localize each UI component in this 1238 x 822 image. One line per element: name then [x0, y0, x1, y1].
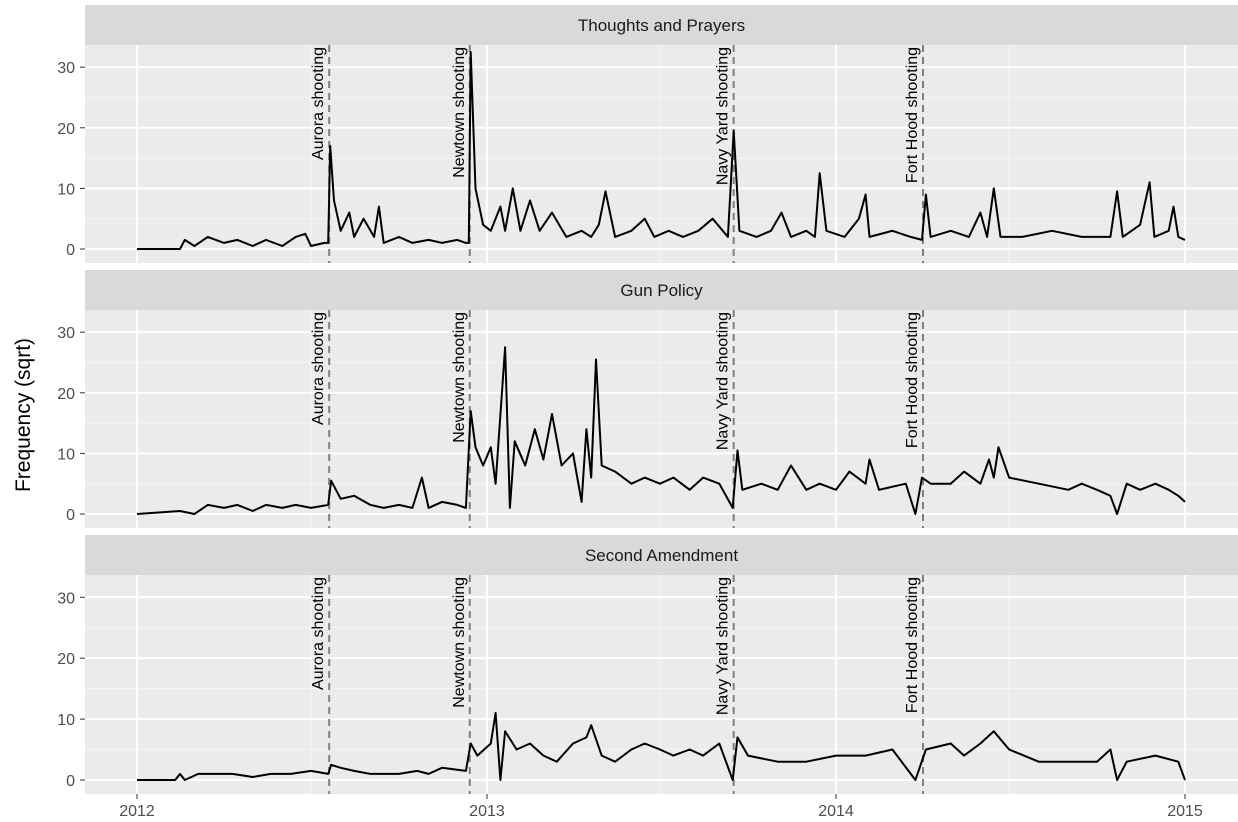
x-axis: 2012 2013 2014 2015: [119, 794, 1203, 820]
panel-background: [85, 45, 1238, 263]
panel-title: Gun Policy: [620, 281, 703, 300]
panel: Thoughts and Prayers 0 10 20 30 Aurora shooti…: [57, 5, 1238, 263]
event-label: Navy Yard shooting: [715, 312, 732, 450]
panel-background: [85, 575, 1238, 794]
y-tick-label: 30: [57, 590, 75, 607]
panel-title: Second Amendment: [585, 546, 738, 565]
event-label: Aurora shooting: [310, 312, 327, 425]
x-tick-label: 2014: [818, 803, 854, 820]
panel-strip: [85, 535, 1238, 575]
event-label: Newtown shooting: [451, 312, 468, 443]
series-line: [137, 51, 1186, 250]
y-tick-label: 20: [57, 386, 75, 403]
y-tick-label: 20: [57, 651, 75, 668]
y-tick-label: 30: [57, 325, 75, 342]
panels: Thoughts and Prayers 0 10 20 30 Aurora shooti…: [57, 5, 1238, 794]
y-tick-label: 10: [57, 446, 75, 463]
y-tick-label: 10: [57, 181, 75, 198]
panel-background: [85, 310, 1238, 528]
x-tick-label: 2015: [1167, 803, 1203, 820]
panel-strip: [85, 270, 1238, 310]
y-tick-label: 30: [57, 60, 75, 77]
event-label: Newtown shooting: [451, 577, 468, 708]
event-label: Fort Hood shooting: [904, 47, 921, 183]
event-label: Navy Yard shooting: [715, 577, 732, 715]
event-label: Newtown shooting: [451, 47, 468, 178]
event-label: Aurora shooting: [310, 577, 327, 690]
y-tick-label: 0: [66, 507, 75, 524]
panel-strip: [85, 5, 1238, 45]
event-label: Aurora shooting: [310, 47, 327, 160]
x-tick-label: 2012: [119, 803, 155, 820]
y-axis-label: Frequency (sqrt): [12, 338, 35, 492]
panel: Second Amendment 0 10 20 30 Aurora shooting Ne…: [57, 535, 1238, 794]
y-tick-label: 0: [66, 242, 75, 259]
event-label: Fort Hood shooting: [904, 577, 921, 713]
panel: Gun Policy 0 10 20 30 Aurora shooting Newtown …: [57, 270, 1238, 528]
series-line: [136, 346, 1186, 515]
panel-title: Thoughts and Prayers: [578, 16, 745, 35]
event-label: Navy Yard shooting: [715, 47, 732, 185]
y-tick-label: 10: [57, 712, 75, 729]
x-tick-label: 2013: [469, 803, 505, 820]
y-tick-label: 0: [66, 773, 75, 790]
y-tick-label: 20: [57, 121, 75, 138]
series-line: [137, 712, 1186, 781]
event-label: Fort Hood shooting: [904, 312, 921, 448]
